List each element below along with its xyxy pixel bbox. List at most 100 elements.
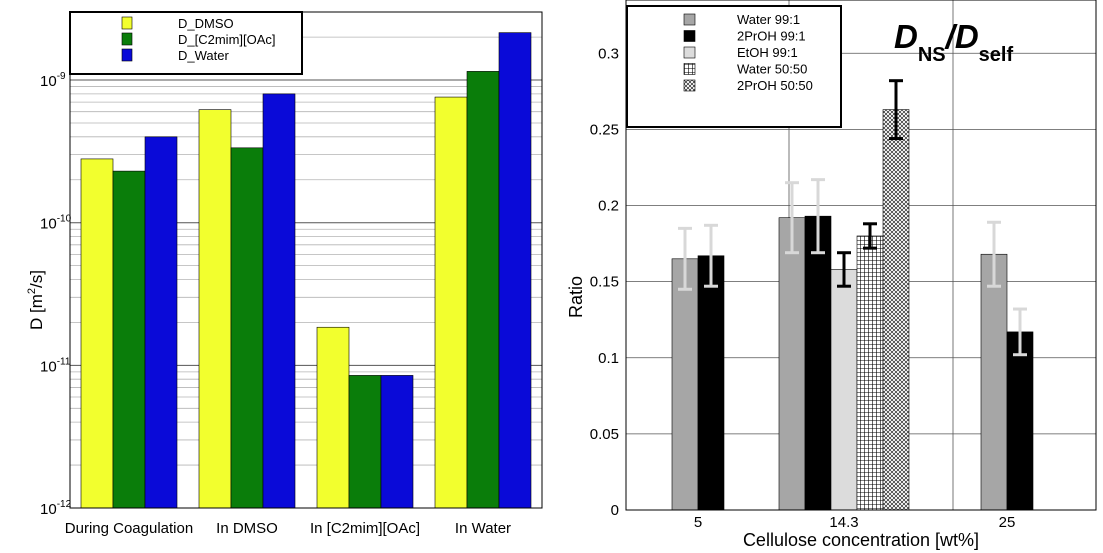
right-y-ticks: 0 0.05 0.1 0.15 0.2 0.25 0.3 <box>590 45 619 519</box>
tick-base: 10 <box>40 358 57 375</box>
bar-d-dmso-0 <box>80 158 114 509</box>
tick-exponent: -12 <box>57 499 72 510</box>
right-error-bars <box>678 79 1027 357</box>
error-bar-0-2 <box>987 220 1001 288</box>
left-x-tick-label-2: In [C2mim][OAc] <box>310 520 420 537</box>
error-bar-1-0 <box>704 223 718 288</box>
left-y-tick-label-2: 10-10 <box>40 214 72 233</box>
left-legend-box <box>69 11 303 75</box>
bar-2proh-99-1-1 <box>804 215 832 511</box>
title-sub-1: NS <box>918 44 946 66</box>
error-bar-1-1 <box>811 178 825 255</box>
left-plot-frame <box>69 11 543 509</box>
right-y-axis-label: Ratio <box>566 276 586 318</box>
right-y-tick-label-1: 0.05 <box>590 426 619 443</box>
tick-exponent: -10 <box>57 214 72 225</box>
error-bar-2-1 <box>837 251 851 288</box>
error-bar-0-1 <box>785 181 799 255</box>
bar-etoh-99-1-1 <box>830 269 858 511</box>
right-chart: 0 0.05 0.1 0.15 0.2 0.25 0.3 5 14.3 25 Ratio Cel… <box>566 0 1097 550</box>
bar-d-c2mim-oac--3 <box>466 71 500 509</box>
bar-water-99-1-1 <box>778 217 806 511</box>
right-legend-box <box>626 5 842 128</box>
legend-swatch-1 <box>683 30 696 42</box>
left-x-tick-label-3: In Water <box>455 520 511 537</box>
legend-label-4: 2PrOH 50:50 <box>737 78 813 93</box>
left-y-tick-label-0: 10-12 <box>40 499 72 518</box>
title-part-1: D <box>894 18 918 55</box>
bar-2proh-99-1-0 <box>697 255 725 511</box>
bar-water-99-1-2 <box>980 253 1008 511</box>
legend-label-2: EtOH 99:1 <box>737 45 798 60</box>
error-bar-3-1 <box>863 222 877 250</box>
right-y-tick-label-3: 0.15 <box>590 274 619 291</box>
bar-water-50-50-1 <box>856 235 884 511</box>
right-y-tick-label-5: 0.25 <box>590 121 619 138</box>
tick-base: 10 <box>40 216 57 233</box>
right-plot-frame <box>625 0 1097 511</box>
left-y-axis-label-sup: 2 <box>26 288 38 294</box>
left-x-tick-label-0: During Coagulation <box>65 520 193 537</box>
legend-swatch-3 <box>683 63 696 75</box>
legend-label-1: D_[C2mim][OAc] <box>178 32 276 47</box>
legend-swatch-2 <box>121 48 133 62</box>
bar-d-water-2 <box>380 375 414 509</box>
tick-base: 10 <box>40 73 57 90</box>
bar-d-dmso-2 <box>316 326 350 509</box>
legend-label-2: D_Water <box>178 48 229 63</box>
right-y-tick-label-2: 0.1 <box>598 350 619 367</box>
legend-swatch-4 <box>683 79 696 92</box>
legend-label-3: Water 50:50 <box>737 62 807 77</box>
right-chart-title: DNS/Dself <box>894 18 1013 66</box>
legend-label-0: Water 99:1 <box>737 12 800 27</box>
bar-d-water-0 <box>144 136 178 509</box>
left-y-tick-label-3: 10-9 <box>40 71 66 90</box>
right-x-ticks: 5 14.3 25 <box>694 514 1016 531</box>
legend-swatch-1 <box>121 32 133 46</box>
bar-d-water-3 <box>498 32 532 509</box>
bar-d-water-1 <box>262 93 296 509</box>
left-y-tick-label-1: 10-11 <box>40 356 71 375</box>
error-bar-4-1 <box>889 79 903 141</box>
legend-swatch-2 <box>683 46 696 59</box>
tick-exponent: -11 <box>57 356 71 367</box>
bar-2proh-99-1-2 <box>1006 331 1034 511</box>
error-bar-1-2 <box>1013 307 1027 357</box>
left-bars <box>80 32 532 509</box>
bar-d-dmso-1 <box>198 109 232 509</box>
legend-swatch-0 <box>683 13 696 26</box>
right-x-tick-label-2: 25 <box>999 514 1016 531</box>
right-bars <box>671 109 1034 511</box>
bar-d-c2mim-oac--2 <box>348 375 382 509</box>
bar-water-99-1-0 <box>671 258 699 511</box>
tick-base: 10 <box>40 501 57 518</box>
right-y-tick-label-0: 0 <box>611 502 619 519</box>
right-x-axis-label: Cellulose concentration [wt%] <box>743 530 979 550</box>
legend-label-0: D_DMSO <box>178 16 234 31</box>
right-x-tick-label-1: 14.3 <box>829 514 858 531</box>
bar-d-dmso-3 <box>434 96 468 509</box>
right-y-tick-label-4: 0.2 <box>598 198 619 215</box>
left-y-axis-label-main: D [m <box>27 294 46 330</box>
right-y-tick-label-6: 0.3 <box>598 45 619 62</box>
bar-d-c2mim-oac--1 <box>230 147 264 509</box>
legend-swatch-0 <box>121 16 133 30</box>
bar-d-c2mim-oac--0 <box>112 170 146 509</box>
left-y-axis-label-tail: /s] <box>27 270 46 288</box>
error-bar-0-0 <box>678 226 692 291</box>
bar-2proh-50-50-1 <box>882 109 910 511</box>
left-x-ticks: During Coagulation In DMSO In [C2mim][OAc]… <box>65 520 511 537</box>
title-sub-2: self <box>979 44 1014 66</box>
left-x-tick-label-1: In DMSO <box>216 520 278 537</box>
legend-label-1: 2PrOH 99:1 <box>737 29 806 44</box>
left-y-axis-label: D [m2/s] <box>26 270 46 330</box>
title-part-2: D <box>955 18 979 55</box>
right-x-tick-label-0: 5 <box>694 514 702 531</box>
